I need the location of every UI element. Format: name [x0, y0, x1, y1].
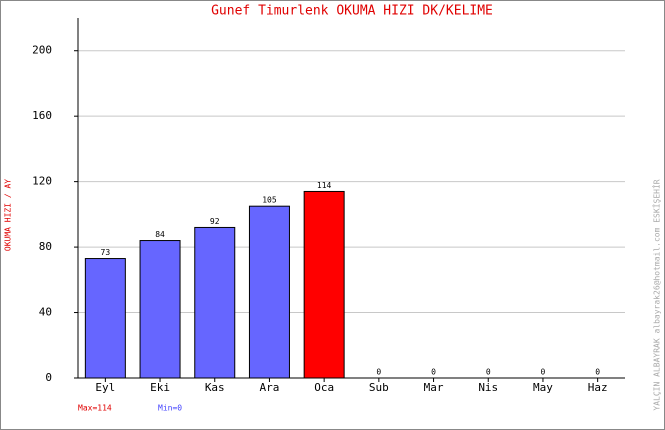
bar: [139, 240, 181, 379]
value-label: 105: [262, 196, 277, 205]
value-label: 114: [317, 181, 332, 190]
value-label: 73: [101, 248, 111, 257]
bar: [84, 258, 126, 379]
x-tick-label: Ara: [260, 381, 280, 394]
y-tick-label: 40: [39, 306, 52, 319]
bar: [248, 205, 290, 379]
y-tick-label: 120: [32, 175, 52, 188]
x-tick-label: Eyl: [95, 381, 115, 394]
x-tick-label: Nis: [478, 381, 498, 394]
y-tick-label: 0: [45, 371, 52, 384]
value-label: 0: [486, 368, 491, 377]
chart-title: Gunef Timurlenk OKUMA HIZI DK/KELIME: [211, 4, 493, 19]
value-label: 92: [210, 217, 220, 226]
x-tick-label: Eki: [150, 381, 170, 394]
value-label: 0: [541, 368, 546, 377]
y-axis-label: OKUMA HIZI / AY: [4, 179, 13, 251]
x-tick-label: Mar: [424, 381, 444, 394]
value-label: 0: [595, 368, 600, 377]
x-tick-label: Haz: [588, 381, 608, 394]
y-tick-label: 80: [39, 240, 52, 253]
x-tick-label: May: [533, 381, 553, 394]
value-label: 0: [431, 368, 436, 377]
bar: [303, 190, 345, 379]
side-note: YALÇIN ALBAYRAK albayrak26@hotmail.com E…: [652, 179, 662, 410]
max-note: Max=114: [78, 404, 112, 413]
x-tick-label: Oca: [314, 381, 334, 394]
x-tick-label: Kas: [205, 381, 225, 394]
y-tick-label: 160: [32, 109, 52, 122]
bar: [194, 226, 236, 379]
min-note: Min=0: [158, 404, 182, 413]
value-label: 0: [376, 368, 381, 377]
y-tick-label: 200: [32, 44, 52, 57]
x-tick-label: Sub: [369, 381, 389, 394]
value-label: 84: [155, 230, 165, 239]
